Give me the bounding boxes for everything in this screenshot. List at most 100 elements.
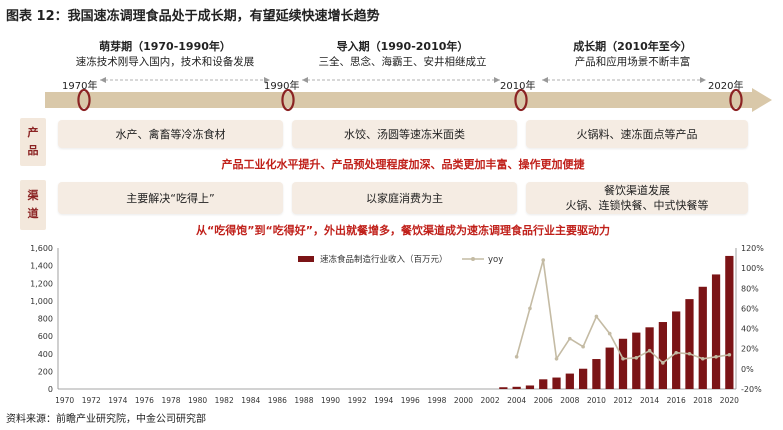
- revenue-chart: 0 200 400 600 800 1,000 1,200 1,400 1,600 -20% 0%…: [30, 244, 764, 405]
- legend-line-label: yoy: [488, 255, 503, 265]
- left-tick-label: 1,000: [30, 297, 53, 306]
- right-tick-label: 0%: [741, 365, 754, 374]
- x-tick-label: 2018: [693, 396, 712, 405]
- x-tick-label: 1976: [135, 396, 154, 405]
- bar-2003: [499, 387, 508, 389]
- bar-2020: [725, 255, 734, 389]
- x-tick-label: 1988: [294, 396, 313, 405]
- right-tick-label: 120%: [741, 244, 764, 253]
- x-tick-label: 1996: [401, 396, 420, 405]
- phase-sprout-title: 萌芽期（1970-1990年）: [99, 40, 231, 53]
- yoy-point-2010: [594, 314, 599, 319]
- x-tick-label: 1998: [427, 396, 446, 405]
- bar-2016: [672, 311, 681, 389]
- bar-series: [499, 255, 734, 389]
- x-tick-label: 2008: [560, 396, 579, 405]
- left-tick-label: 0: [48, 385, 53, 394]
- yoy-point-2016: [674, 350, 678, 355]
- legend-line-marker: [471, 257, 475, 261]
- yoy-point-2004: [514, 354, 519, 359]
- phase-intro: 导入期（1990-2010年） 三全、思念、海霸王、安井相继成立: [290, 38, 515, 69]
- bar-2019: [711, 274, 721, 389]
- bar-2009: [578, 368, 588, 389]
- x-axis: 1970 1972 1974 1976 1978 1980 1982 1984 1986 1988…: [55, 388, 739, 405]
- year-label-2010: 2010年: [500, 81, 536, 92]
- x-tick-label: 1970: [55, 396, 74, 405]
- yoy-point-2008: [568, 336, 572, 341]
- row-label-product-char-1: 产: [27, 126, 39, 139]
- phase-growth-desc: 产品和应用场景不断丰富: [574, 56, 691, 68]
- bar-2017: [685, 299, 694, 389]
- x-tick-label: 2010: [587, 396, 606, 405]
- channel-cell-sprout: 主要解决“吃得上”: [58, 182, 283, 214]
- left-tick-label: 800: [38, 315, 53, 324]
- right-tick-label: 60%: [741, 304, 759, 313]
- yoy-point-2005: [528, 306, 532, 311]
- yoy-point-2020: [727, 352, 732, 357]
- yoy-point-2011: [607, 331, 612, 336]
- bar-2007: [552, 377, 561, 389]
- bar-2012: [618, 338, 628, 389]
- bar-2008: [565, 373, 574, 389]
- x-tick-label: 1978: [161, 396, 180, 405]
- yoy-point-2006: [541, 258, 546, 262]
- x-tick-label: 2020: [720, 396, 739, 405]
- left-tick-label: 1,200: [30, 279, 53, 288]
- x-tick-label: 2012: [613, 396, 632, 405]
- x-tick-label: 2016: [667, 396, 686, 405]
- left-tick-label: 1,600: [30, 244, 53, 253]
- left-axis: 0 200 400 600 800 1,000 1,200 1,400 1,600: [30, 244, 59, 394]
- phase-sprout: 萌芽期（1970-1990年） 速冻技术刚导入国内，技术和设备发展: [55, 38, 275, 69]
- right-tick-label: -20%: [741, 385, 762, 394]
- yoy-point-2009: [581, 344, 585, 349]
- phase-intro-title: 导入期（1990-2010年）: [336, 40, 469, 53]
- left-tick-label: 400: [38, 350, 53, 359]
- timeline: [45, 77, 772, 112]
- timeline-marker-1990: [281, 88, 295, 112]
- x-tick-label: 2004: [507, 396, 526, 405]
- legend-bar-swatch: [298, 256, 314, 262]
- row-label-channel-char-1: 渠: [27, 189, 39, 202]
- x-tick-label: 2014: [640, 396, 659, 405]
- bar-2015: [658, 322, 668, 389]
- row-label-product: 产 品: [20, 118, 46, 166]
- yoy-point-2017: [687, 351, 692, 356]
- x-tick-label: 1990: [321, 396, 340, 405]
- x-tick-label: 2002: [481, 396, 500, 405]
- year-label-1970: 1970年: [62, 81, 98, 92]
- yoy-point-2018: [700, 356, 705, 361]
- x-tick-label: 1972: [82, 396, 101, 405]
- product-cell-sprout: 水产、禽畜等冷冻食材: [58, 120, 283, 148]
- year-label-1990: 1990年: [264, 81, 300, 92]
- x-tick-label: 1980: [188, 396, 207, 405]
- timeline-marker-2010: [514, 88, 528, 112]
- left-tick-label: 600: [38, 332, 53, 341]
- channel-cell-growth: 餐饮渠道发展 火锅、连锁快餐、中式快餐等: [526, 182, 748, 214]
- bar-2006: [539, 379, 548, 389]
- yoy-point-2019: [714, 354, 718, 359]
- left-tick-label: 200: [38, 367, 53, 376]
- right-tick-label: 100%: [741, 264, 764, 273]
- timeline-marker-2020: [729, 88, 743, 112]
- channel-note: 从“吃得饱”到“吃得好”，外出就餐增多，餐饮渠道成为速冻调理食品行业主要驱动力: [196, 224, 610, 237]
- product-cell-intro: 水饺、汤圆等速冻米面类: [292, 120, 517, 148]
- phase-sprout-desc: 速冻技术刚导入国内，技术和设备发展: [75, 56, 255, 68]
- chart-legend: 速冻食品制造行业收入（百万元） yoy: [298, 254, 503, 265]
- x-tick-label: 1986: [268, 396, 287, 405]
- timeline-markers: [77, 88, 743, 112]
- bar-2011: [605, 347, 614, 389]
- row-label-channel: 渠 道: [20, 180, 46, 230]
- right-tick-label: 20%: [741, 345, 759, 354]
- x-tick-label: 1982: [215, 396, 234, 405]
- bar-2018: [698, 286, 707, 389]
- year-label-2020: 2020年: [708, 81, 744, 92]
- yoy-point-2015: [661, 361, 665, 365]
- legend-bar-label: 速冻食品制造行业收入（百万元）: [320, 254, 448, 265]
- yoy-point-2014: [647, 348, 652, 353]
- x-tick-label: 2006: [534, 396, 553, 405]
- figure-title: 图表 12：我国速冻调理食品处于成长期，有望延续快速增长趋势: [6, 9, 380, 24]
- phase-growth: 成长期（2010年至今） 产品和应用场景不断丰富: [535, 38, 730, 69]
- source-note: 资料来源：前瞻产业研究院，中金公司研究部: [6, 414, 206, 425]
- product-cell-growth: 火锅料、速冻面点等产品: [526, 120, 748, 148]
- yoy-point-2013: [634, 355, 639, 360]
